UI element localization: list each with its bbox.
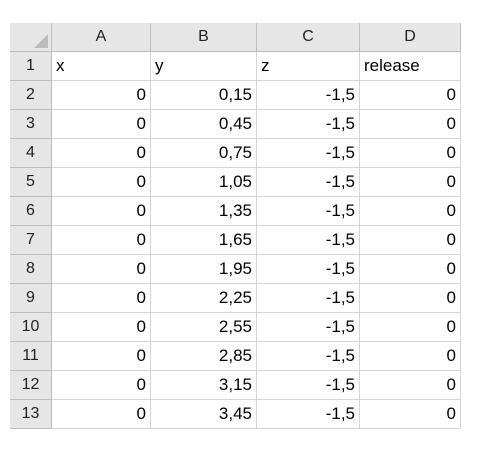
cell-C6[interactable]: -1,5 [256,196,360,226]
row-header-4[interactable]: 4 [10,138,52,168]
row-header-5[interactable]: 5 [10,167,52,197]
cell-A6[interactable]: 0 [51,196,151,226]
sheet-row: 8 0 1,95 -1,5 0 [10,254,461,284]
cell-C13[interactable]: -1,5 [256,399,360,429]
row-header-11[interactable]: 11 [10,341,52,371]
cell-D4[interactable]: 0 [359,138,461,168]
row-header-2[interactable]: 2 [10,80,52,110]
cell-B9[interactable]: 2,25 [150,283,257,313]
cell-C9[interactable]: -1,5 [256,283,360,313]
cell-C2[interactable]: -1,5 [256,80,360,110]
sheet-row: 1 x y z release [10,51,461,81]
sheet-row: 7 0 1,65 -1,5 0 [10,225,461,255]
cell-D13[interactable]: 0 [359,399,461,429]
cell-A13[interactable]: 0 [51,399,151,429]
spreadsheet: A B C D 1 x y z release 2 0 0,15 -1,5 0 3 0 0,45 -1,5… [10,23,461,429]
cell-B13[interactable]: 3,45 [150,399,257,429]
cell-D1[interactable]: release [359,51,461,81]
row-header-13[interactable]: 13 [10,399,52,429]
sheet-row: 5 0 1,05 -1,5 0 [10,167,461,197]
cell-B8[interactable]: 1,95 [150,254,257,284]
cell-A4[interactable]: 0 [51,138,151,168]
cell-D10[interactable]: 0 [359,312,461,342]
row-header-3[interactable]: 3 [10,109,52,139]
cell-B1[interactable]: y [150,51,257,81]
sheet-row: 4 0 0,75 -1,5 0 [10,138,461,168]
cell-D3[interactable]: 0 [359,109,461,139]
cell-C1[interactable]: z [256,51,360,81]
sheet-row: 9 0 2,25 -1,5 0 [10,283,461,313]
spreadsheet-grid: A B C D 1 x y z release 2 0 0,15 -1,5 0 3 0 0,45 -1,5… [10,23,461,429]
cell-B12[interactable]: 3,15 [150,370,257,400]
select-all-triangle-icon [34,34,48,48]
cell-A10[interactable]: 0 [51,312,151,342]
column-header-B[interactable]: B [150,23,257,52]
row-header-7[interactable]: 7 [10,225,52,255]
cell-D6[interactable]: 0 [359,196,461,226]
cell-D11[interactable]: 0 [359,341,461,371]
row-header-12[interactable]: 12 [10,370,52,400]
sheet-row: 13 0 3,45 -1,5 0 [10,399,461,429]
sheet-row: 11 0 2,85 -1,5 0 [10,341,461,371]
cell-D12[interactable]: 0 [359,370,461,400]
cell-A9[interactable]: 0 [51,283,151,313]
cell-D2[interactable]: 0 [359,80,461,110]
row-header-8[interactable]: 8 [10,254,52,284]
cell-C4[interactable]: -1,5 [256,138,360,168]
cell-B4[interactable]: 0,75 [150,138,257,168]
cell-C12[interactable]: -1,5 [256,370,360,400]
cell-A1[interactable]: x [51,51,151,81]
sheet-row: 6 0 1,35 -1,5 0 [10,196,461,226]
cell-A2[interactable]: 0 [51,80,151,110]
cell-C7[interactable]: -1,5 [256,225,360,255]
cell-B3[interactable]: 0,45 [150,109,257,139]
cell-B6[interactable]: 1,35 [150,196,257,226]
sheet-row: 2 0 0,15 -1,5 0 [10,80,461,110]
cell-A11[interactable]: 0 [51,341,151,371]
cell-A12[interactable]: 0 [51,370,151,400]
cell-A3[interactable]: 0 [51,109,151,139]
row-header-10[interactable]: 10 [10,312,52,342]
row-header-1[interactable]: 1 [10,51,52,81]
cell-B7[interactable]: 1,65 [150,225,257,255]
column-header-row: A B C D [10,23,461,52]
sheet-row: 12 0 3,15 -1,5 0 [10,370,461,400]
cell-D7[interactable]: 0 [359,225,461,255]
select-all-corner[interactable] [10,23,52,52]
column-header-D[interactable]: D [359,23,461,52]
cell-B11[interactable]: 2,85 [150,341,257,371]
cell-D9[interactable]: 0 [359,283,461,313]
column-header-A[interactable]: A [51,23,151,52]
cell-C11[interactable]: -1,5 [256,341,360,371]
cell-C10[interactable]: -1,5 [256,312,360,342]
row-header-9[interactable]: 9 [10,283,52,313]
cell-D8[interactable]: 0 [359,254,461,284]
cell-A7[interactable]: 0 [51,225,151,255]
cell-B5[interactable]: 1,05 [150,167,257,197]
column-header-C[interactable]: C [256,23,360,52]
cell-B2[interactable]: 0,15 [150,80,257,110]
cell-C3[interactable]: -1,5 [256,109,360,139]
cell-B10[interactable]: 2,55 [150,312,257,342]
sheet-row: 10 0 2,55 -1,5 0 [10,312,461,342]
cell-C5[interactable]: -1,5 [256,167,360,197]
cell-A8[interactable]: 0 [51,254,151,284]
cell-A5[interactable]: 0 [51,167,151,197]
sheet-row: 3 0 0,45 -1,5 0 [10,109,461,139]
cell-C8[interactable]: -1,5 [256,254,360,284]
row-header-6[interactable]: 6 [10,196,52,226]
cell-D5[interactable]: 0 [359,167,461,197]
